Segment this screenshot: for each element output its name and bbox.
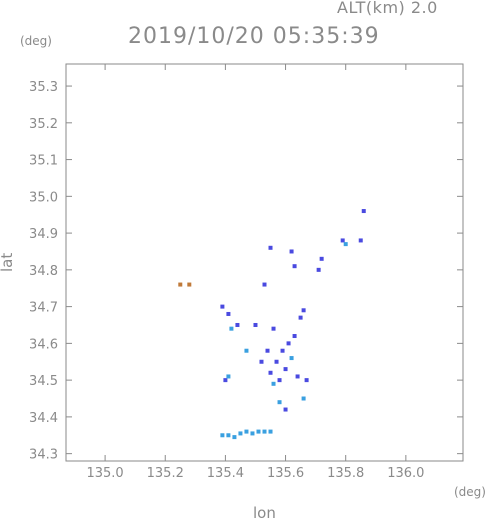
echo-point bbox=[238, 431, 243, 436]
echo-point bbox=[259, 359, 264, 364]
x-axis-label: lon bbox=[253, 504, 276, 522]
echo-point bbox=[301, 396, 306, 401]
echo-point bbox=[280, 348, 285, 353]
echo-point bbox=[343, 242, 348, 247]
echo-point bbox=[304, 378, 309, 383]
plot-frame bbox=[65, 63, 464, 462]
echo-point bbox=[220, 433, 225, 438]
echo-point bbox=[265, 348, 270, 353]
y-tick-label: 34.4 bbox=[29, 411, 58, 426]
echo-point bbox=[229, 326, 234, 331]
echo-point bbox=[361, 209, 366, 214]
echo-point bbox=[256, 429, 261, 434]
x-tick-label: 135.6 bbox=[267, 466, 304, 481]
echo-point bbox=[223, 378, 228, 383]
echo-point bbox=[295, 374, 300, 379]
x-tick-label: 135.4 bbox=[207, 466, 244, 481]
y-tick-label: 35.0 bbox=[29, 190, 58, 205]
echo-point bbox=[292, 264, 297, 269]
altitude-label: ALT(km) 2.0 bbox=[337, 0, 438, 17]
echo-point bbox=[178, 282, 183, 287]
echo-point bbox=[271, 326, 276, 331]
echo-points bbox=[178, 209, 366, 440]
echo-point bbox=[277, 400, 282, 405]
echo-point bbox=[274, 359, 279, 364]
echo-point bbox=[289, 356, 294, 361]
echo-point bbox=[235, 322, 240, 327]
echo-point bbox=[244, 348, 249, 353]
echo-point bbox=[301, 308, 306, 313]
echo-point bbox=[268, 245, 273, 250]
y-tick-label: 34.6 bbox=[29, 337, 58, 352]
echo-point bbox=[286, 341, 291, 346]
y-tick-label: 34.3 bbox=[29, 448, 58, 463]
echo-point bbox=[316, 267, 321, 272]
y-tick-label: 35.3 bbox=[29, 80, 58, 95]
echo-point bbox=[289, 249, 294, 254]
y-axis-unit: (deg) bbox=[20, 34, 52, 48]
y-tick-label: 34.7 bbox=[29, 301, 58, 316]
timestamp-title: 2019/10/20 05:35:39 bbox=[128, 24, 380, 49]
echo-point bbox=[268, 370, 273, 375]
echo-point bbox=[262, 429, 267, 434]
echo-point bbox=[232, 435, 237, 440]
echo-point bbox=[226, 433, 231, 438]
echo-point bbox=[268, 429, 273, 434]
y-tick-label: 34.5 bbox=[29, 374, 58, 389]
echo-point bbox=[253, 322, 258, 327]
echo-point bbox=[250, 431, 255, 436]
echo-point bbox=[319, 256, 324, 261]
echo-point bbox=[298, 315, 303, 320]
echo-point bbox=[292, 334, 297, 339]
echo-point bbox=[262, 282, 267, 287]
x-tick-label: 135.8 bbox=[327, 466, 364, 481]
x-tick-label: 135.0 bbox=[86, 466, 123, 481]
echo-point bbox=[220, 304, 225, 309]
y-tick-label: 35.2 bbox=[29, 117, 58, 132]
echo-point bbox=[277, 378, 282, 383]
echo-point bbox=[358, 238, 363, 243]
y-tick-label: 34.9 bbox=[29, 227, 58, 242]
y-tick-label: 34.8 bbox=[29, 264, 58, 279]
echo-point bbox=[283, 367, 288, 372]
x-axis-unit: (deg) bbox=[454, 485, 486, 499]
echo-point bbox=[187, 282, 192, 287]
x-tick-label: 135.2 bbox=[147, 466, 184, 481]
echo-point bbox=[226, 374, 231, 379]
y-tick-label: 35.1 bbox=[29, 154, 58, 169]
echo-point bbox=[340, 238, 345, 243]
echo-point bbox=[271, 381, 276, 386]
echo-point bbox=[226, 311, 231, 316]
axis-ticks: 135.0 135.2 135.4 135.6 135.8 136.0 34.3 34.4 34… bbox=[29, 64, 463, 481]
x-tick-label: 136.0 bbox=[387, 466, 424, 481]
echo-point bbox=[244, 429, 249, 434]
echo-point bbox=[283, 407, 288, 412]
